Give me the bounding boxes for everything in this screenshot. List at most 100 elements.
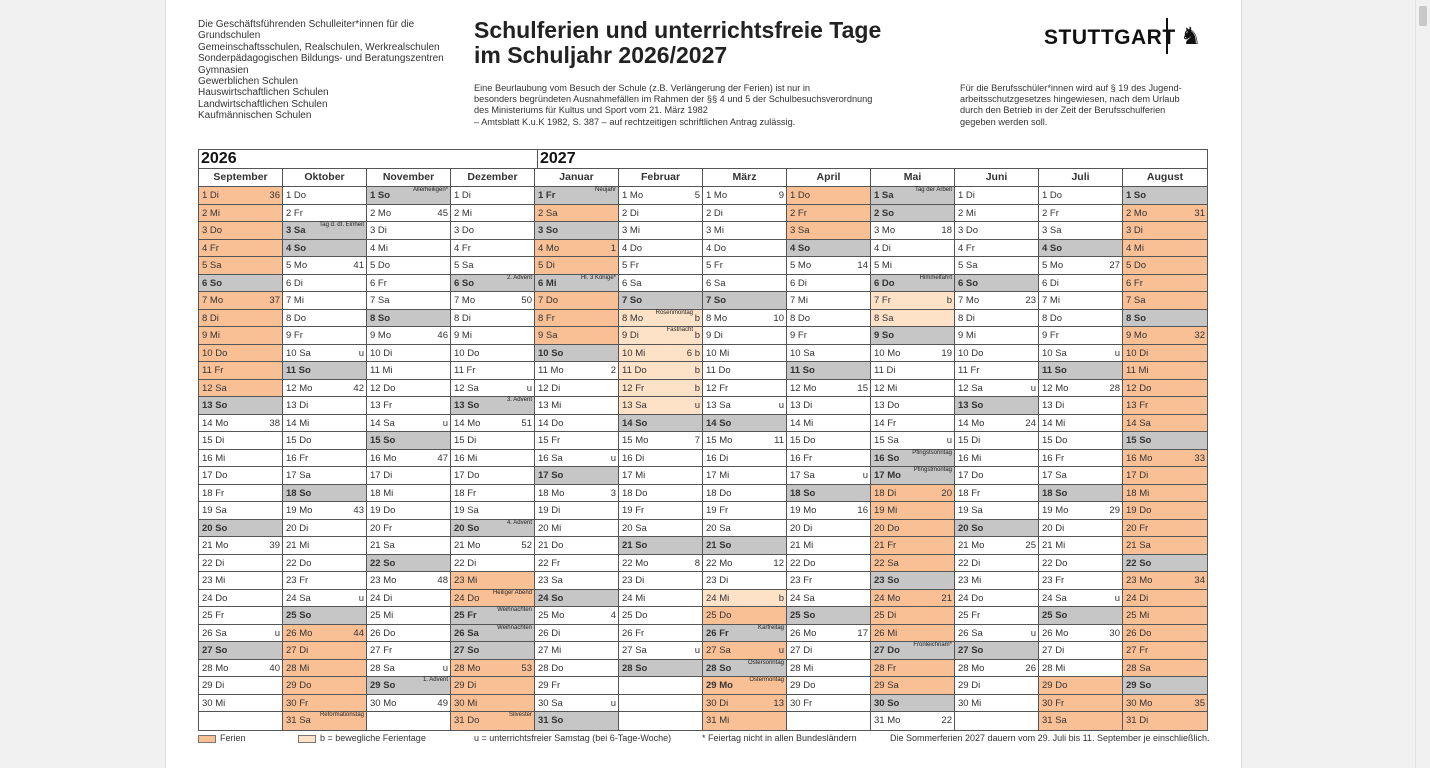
month-header: August <box>1123 169 1207 187</box>
day-label: 19 Di <box>538 505 561 516</box>
month-header: April <box>787 169 870 187</box>
week-number: 1 <box>610 242 616 254</box>
day-label: 29 Fr <box>538 680 561 691</box>
day-label: 18 Mi <box>370 487 394 499</box>
day-label: 9 Mi <box>454 330 472 341</box>
day-mark: u <box>778 400 784 411</box>
day-cell: 28 Sa <box>1123 659 1207 677</box>
day-label: 20 Di <box>790 522 813 534</box>
day-cell: 18 Mo 3 <box>535 485 618 502</box>
week-number: 53 <box>521 662 532 674</box>
day-cell: 4 Fr <box>199 239 282 257</box>
text-line: Die Geschäftsführenden Schulleiter*innen… <box>198 19 415 30</box>
month-header: März <box>703 169 786 187</box>
day-cell: 10 Di <box>1123 344 1207 362</box>
day-label: 17 Mi <box>706 470 730 481</box>
scrollbar-thumb[interactable] <box>1419 6 1427 26</box>
day-cell: 3 Sa <box>787 222 870 240</box>
day-cell: 17 Di <box>1123 467 1207 485</box>
week-number: 51 <box>521 417 532 429</box>
day-cell: 29 So <box>1123 677 1207 695</box>
day-label: 17 Di <box>370 470 393 481</box>
month-column-märz: März 1 Mo 9 2 Di 3 Mi 4 Do 5 Fr 6 Sa 7 So 8 Mo 10 9… <box>703 169 787 730</box>
day-label: 7 So <box>622 295 643 306</box>
day-cell: 18 Fr <box>199 485 282 502</box>
day-cell: 31 So <box>535 712 618 730</box>
day-label: 22 Do <box>1042 557 1068 569</box>
day-cell: 18 So <box>283 484 366 502</box>
day-label: 6 So <box>202 277 223 289</box>
day-label: 16 Mi <box>202 452 226 464</box>
day-cell: 1 Mo 9 <box>703 187 786 205</box>
day-label: 9 Di <box>622 330 639 341</box>
day-label: 6 Sa <box>622 277 642 289</box>
day-label: 4 Fr <box>958 242 975 254</box>
day-label: 2 Mo <box>370 207 392 219</box>
week-number: 38 <box>269 417 280 429</box>
day-mark: b <box>694 382 700 394</box>
day-cell: 23 Fr <box>283 572 366 590</box>
week-number: 7 <box>694 435 700 446</box>
day-cell: 26 Do <box>1123 624 1207 642</box>
vertical-scrollbar[interactable] <box>1415 0 1430 768</box>
day-label: 20 Fr <box>370 522 393 534</box>
day-label: 27 Fr <box>1126 645 1149 656</box>
day-cell: 17 Sa <box>283 467 366 485</box>
day-cell: 8 Sa <box>871 309 954 327</box>
day-cell: 10 Do <box>199 344 282 362</box>
day-cell: 5 Mo 41 <box>283 257 366 275</box>
day-label: 7 Sa <box>370 295 390 306</box>
day-mark: u <box>862 470 868 481</box>
day-cell: 10 Sa u <box>1039 345 1122 362</box>
day-cell: 25 So <box>283 607 366 625</box>
day-cell: 25 So <box>1039 607 1122 625</box>
day-cell: 22 So <box>1123 554 1207 572</box>
day-label: 14 Sa <box>1126 417 1151 429</box>
day-cell: 29 So 1. Advent <box>367 677 450 695</box>
day-cell: 5 Mo 14 <box>787 257 870 275</box>
day-cell: 5 Fr <box>703 257 786 275</box>
day-cell: 2 Mi <box>451 205 534 222</box>
day-cell: 16 Mo 33 <box>1123 449 1207 467</box>
day-label: 30 Mo <box>1126 697 1153 709</box>
day-label: 15 So <box>1126 435 1152 446</box>
day-cell: 21 Do <box>535 537 618 555</box>
day-label: 8 Do <box>1042 312 1063 324</box>
day-label: 17 Mi <box>622 470 646 481</box>
day-cell: 2 Mi <box>199 204 282 222</box>
day-label: 8 Do <box>286 312 307 324</box>
day-label: 18 Mi <box>1126 487 1150 499</box>
day-mark: b <box>694 365 700 376</box>
day-label: 22 Di <box>958 557 981 569</box>
day-cell: 2 Di <box>703 205 786 222</box>
day-cell: 28 Sa u <box>367 660 450 677</box>
day-label: 28 Mi <box>286 662 310 674</box>
day-label: 15 Mo <box>706 435 733 446</box>
day-cell: 16 Mo 47 <box>367 450 450 467</box>
day-cell: 4 Mi <box>1123 239 1207 257</box>
day-cell: 18 Mi <box>367 485 450 502</box>
legend-feiertag-note: * Feiertag nicht in allen Bundesländern <box>702 733 857 743</box>
day-mark: u <box>358 592 364 604</box>
day-label: 19 Sa <box>202 505 227 516</box>
day-cell: 5 Fr <box>619 257 702 275</box>
holiday-label: Ostermontag <box>749 677 784 683</box>
legend-bewegliche: b = bewegliche Ferientage <box>298 733 426 744</box>
day-label: 9 Mi <box>958 330 976 341</box>
day-label: 26 Mo <box>1042 627 1069 639</box>
day-label: 31 So <box>538 715 564 726</box>
day-cell: 25 Do <box>619 607 702 625</box>
day-label: 22 Di <box>454 557 477 569</box>
day-cell: 27 Di <box>787 642 870 660</box>
day-label: 16 Mi <box>958 452 982 464</box>
day-cell: 12 Mo 42 <box>283 380 366 397</box>
day-label: 20 So <box>202 522 228 534</box>
day-cell: 29 Fr <box>535 677 618 695</box>
day-cell: 15 Sa u <box>871 432 954 450</box>
day-label: 16 Mo <box>1126 452 1153 464</box>
day-label: 16 Fr <box>790 452 813 464</box>
day-cell: 12 Sa u <box>955 380 1038 397</box>
week-number: 37 <box>269 295 280 306</box>
legend-ferien-label: Ferien <box>220 733 246 743</box>
day-cell: 11 So <box>787 362 870 380</box>
